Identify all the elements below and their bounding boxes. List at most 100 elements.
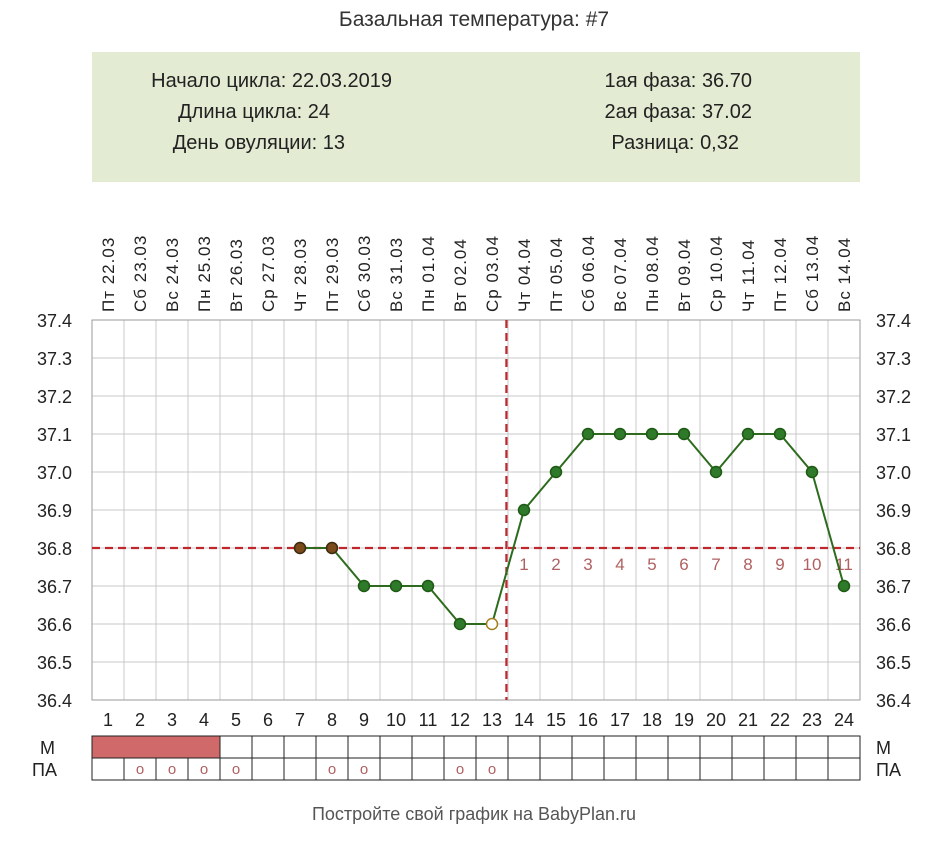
m-cell: [635, 735, 669, 759]
phase-day-label: 1: [519, 555, 528, 574]
difference-row: Разница: 0,32: [512, 132, 739, 155]
day-number: 23: [802, 710, 822, 730]
pa-marker: o: [232, 761, 240, 778]
phase2-label: 2ая фаза:: [604, 101, 697, 123]
day-number: 17: [610, 710, 630, 730]
m-cell: [347, 735, 381, 759]
y-tick-label: 36.7: [876, 577, 911, 597]
date-label: Пт 29.03: [323, 237, 342, 312]
difference-value: 0,32: [700, 132, 739, 154]
y-tick-label: 36.8: [876, 539, 911, 559]
pa-cell: [283, 757, 317, 781]
temperature-point: [421, 579, 435, 593]
day-number: 3: [167, 710, 177, 730]
pa-cell: [571, 757, 605, 781]
y-tick-label: 37.4: [37, 311, 72, 331]
pa-row-label-right: ПА: [876, 760, 901, 780]
phase-day-label: 9: [775, 555, 784, 574]
phase-day-label: 8: [743, 555, 752, 574]
cycle-length-row: Длина цикла: 24: [92, 101, 330, 124]
day-number: 8: [327, 710, 337, 730]
pa-cell: [635, 757, 669, 781]
phase1-value: 36.70: [701, 70, 752, 92]
date-label: Пн 08.04: [643, 235, 662, 312]
temperature-point: [773, 427, 787, 441]
day-number: 15: [546, 710, 566, 730]
day-number: 19: [674, 710, 694, 730]
temperature-point: [357, 579, 371, 593]
cycle-start-label: Начало цикла:: [151, 70, 287, 92]
m-cell: [251, 735, 285, 759]
y-tick-label: 37.4: [876, 311, 911, 331]
y-tick-label: 37.3: [37, 349, 72, 369]
m-cell: [91, 735, 125, 759]
temperature-point: [645, 427, 659, 441]
cycle-start-value: 22.03.2019: [291, 70, 392, 92]
day-number: 12: [450, 710, 470, 730]
cycle-length-value: 24: [307, 101, 330, 123]
m-period-outline: [91, 735, 221, 759]
day-number: 14: [514, 710, 534, 730]
phase-day-label: 10: [803, 555, 822, 574]
ovulation-day-value: 13: [322, 132, 345, 154]
m-cell: [315, 735, 349, 759]
pa-marker: o: [328, 761, 336, 778]
date-label: Пн 01.04: [419, 235, 438, 312]
pa-cell: [411, 757, 445, 781]
footer-text: Постройте свой график на BabyPlan.ru: [311, 804, 637, 824]
date-label: Пт 12.04: [771, 237, 790, 312]
day-number: 24: [834, 710, 854, 730]
date-label: Вс 24.03: [163, 237, 182, 312]
day-number: 16: [578, 710, 598, 730]
m-cell: [219, 735, 253, 759]
m-cell: [123, 735, 157, 759]
m-row-label: М: [40, 738, 55, 758]
date-label: Вс 31.03: [387, 237, 406, 312]
m-cell: [603, 735, 637, 759]
difference-label: Разница:: [611, 132, 695, 154]
day-number: 21: [738, 710, 758, 730]
temperature-point: [517, 503, 531, 517]
day-number: 22: [770, 710, 790, 730]
date-label: Пт 05.04: [547, 237, 566, 312]
phase-day-label: 5: [647, 555, 656, 574]
date-label: Ср 27.03: [259, 235, 278, 312]
date-label: Ср 03.04: [483, 235, 502, 312]
day-number-labels: 1 2 3 4 5 6 7 8 9 10 11 12 13 14 15 16 17 18 19 20 21 22 23 24: [103, 710, 854, 730]
m-cell: [731, 735, 765, 759]
temperature-point: [485, 617, 499, 631]
y-axis-left-labels: 36.4 36.5 36.6 36.7 36.8 36.9 37.0 37.1 37.2 37.3…: [37, 311, 72, 711]
day-number: 7: [295, 710, 305, 730]
pa-cell: [827, 757, 861, 781]
y-tick-label: 36.4: [876, 691, 911, 711]
date-label: Сб 13.04: [803, 235, 822, 312]
pa-cell: [91, 757, 125, 781]
y-tick-label: 36.9: [876, 501, 911, 521]
date-label: Ср 10.04: [707, 235, 726, 312]
y-tick-label: 36.7: [37, 577, 72, 597]
m-cell: [763, 735, 797, 759]
y-tick-label: 37.1: [876, 425, 911, 445]
pa-marker: o: [456, 761, 464, 778]
m-cell: [667, 735, 701, 759]
y-tick-label: 36.9: [37, 501, 72, 521]
pa-marker: o: [200, 761, 208, 778]
phase-day-label: 3: [583, 555, 592, 574]
temperature-point: [613, 427, 627, 441]
phase-day-label: 4: [615, 555, 624, 574]
plot-border: [91, 319, 861, 701]
m-cell: [187, 735, 221, 759]
phase-day-label: 2: [551, 555, 560, 574]
temperature-point: [709, 465, 723, 479]
date-label: Чт 28.03: [291, 238, 310, 312]
m-cell: [539, 735, 573, 759]
y-tick-label: 37.2: [37, 387, 72, 407]
phase1-row: 1ая фаза: 36.70: [512, 70, 752, 93]
date-label: Вт 26.03: [227, 238, 246, 312]
y-tick-label: 37.2: [876, 387, 911, 407]
pa-cell: [667, 757, 701, 781]
y-tick-label: 36.6: [876, 615, 911, 635]
phase-day-label: 6: [679, 555, 688, 574]
phase-day-labels: 1 2 3 4 5 6 7 8 9 10 11: [519, 555, 853, 574]
